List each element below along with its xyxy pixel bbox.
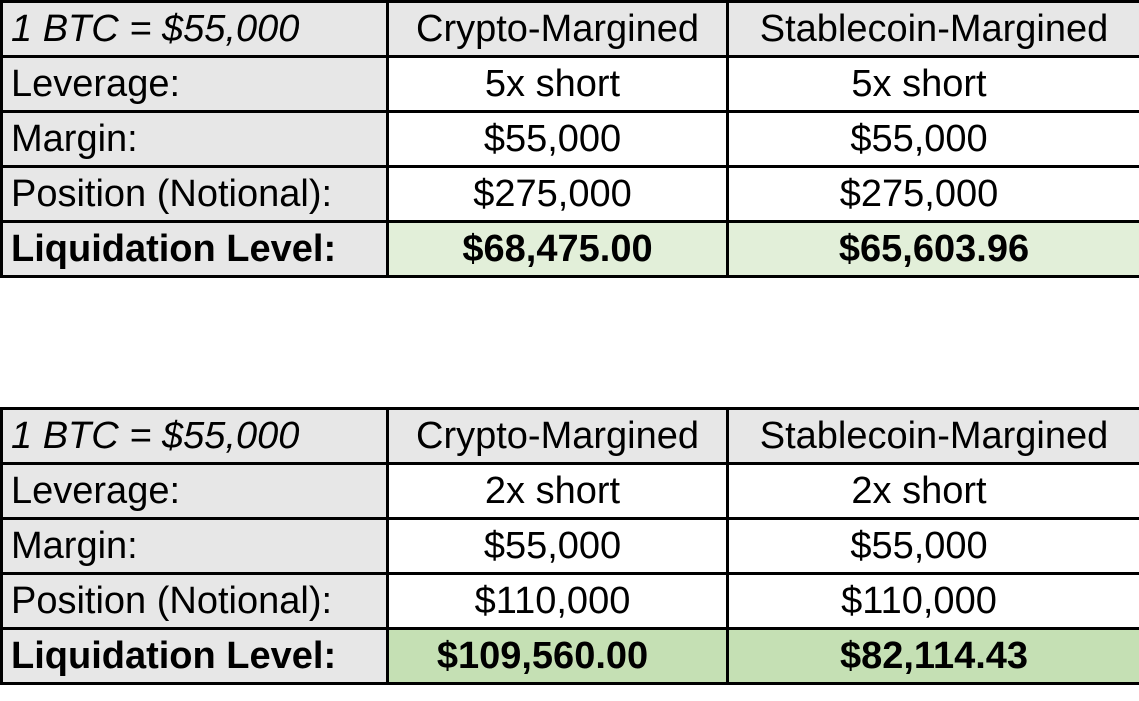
liquidation-label: Liquidation Level: — [0, 220, 389, 278]
btc-price-label: 1 BTC = $55,000 — [0, 0, 389, 58]
margin-row: Margin: $55,000 $55,000 — [0, 110, 1139, 168]
position-row: Position (Notional): $275,000 $275,000 — [0, 165, 1139, 223]
position-label: Position (Notional): — [0, 572, 389, 630]
crypto-margined-header: Crypto-Margined — [386, 407, 729, 465]
crypto-margin-value: $55,000 — [386, 110, 729, 168]
leverage-row: Leverage: 2x short 2x short — [0, 462, 1139, 520]
crypto-position-value: $110,000 — [386, 572, 729, 630]
stablecoin-margined-header: Stablecoin-Margined — [726, 407, 1139, 465]
crypto-leverage-value: 2x short — [386, 462, 729, 520]
stablecoin-position-value: $275,000 — [726, 165, 1139, 223]
btc-price-label: 1 BTC = $55,000 — [0, 407, 389, 465]
stablecoin-liquidation-value: $82,114.43 — [726, 627, 1139, 685]
stablecoin-margin-value: $55,000 — [726, 110, 1139, 168]
liquidation-table-5x: 1 BTC = $55,000 Crypto-Margined Stableco… — [0, 0, 1139, 278]
crypto-liquidation-value: $109,560.00 — [386, 627, 729, 685]
margin-label: Margin: — [0, 110, 389, 168]
leverage-row: Leverage: 5x short 5x short — [0, 55, 1139, 113]
crypto-margined-header: Crypto-Margined — [386, 0, 729, 58]
stablecoin-position-value: $110,000 — [726, 572, 1139, 630]
margin-label: Margin: — [0, 517, 389, 575]
crypto-margin-value: $55,000 — [386, 517, 729, 575]
liquidation-label: Liquidation Level: — [0, 627, 389, 685]
crypto-leverage-value: 5x short — [386, 55, 729, 113]
crypto-position-value: $275,000 — [386, 165, 729, 223]
leverage-label: Leverage: — [0, 55, 389, 113]
leverage-label: Leverage: — [0, 462, 389, 520]
position-label: Position (Notional): — [0, 165, 389, 223]
stablecoin-liquidation-value: $65,603.96 — [726, 220, 1139, 278]
margin-row: Margin: $55,000 $55,000 — [0, 517, 1139, 575]
crypto-liquidation-value: $68,475.00 — [386, 220, 729, 278]
stablecoin-leverage-value: 5x short — [726, 55, 1139, 113]
header-row: 1 BTC = $55,000 Crypto-Margined Stableco… — [0, 0, 1139, 58]
liquidation-table-2x: 1 BTC = $55,000 Crypto-Margined Stableco… — [0, 407, 1139, 685]
liquidation-row: Liquidation Level: $68,475.00 $65,603.96 — [0, 220, 1139, 278]
header-row: 1 BTC = $55,000 Crypto-Margined Stableco… — [0, 407, 1139, 465]
liquidation-row: Liquidation Level: $109,560.00 $82,114.4… — [0, 627, 1139, 685]
stablecoin-margin-value: $55,000 — [726, 517, 1139, 575]
stablecoin-leverage-value: 2x short — [726, 462, 1139, 520]
stablecoin-margined-header: Stablecoin-Margined — [726, 0, 1139, 58]
position-row: Position (Notional): $110,000 $110,000 — [0, 572, 1139, 630]
